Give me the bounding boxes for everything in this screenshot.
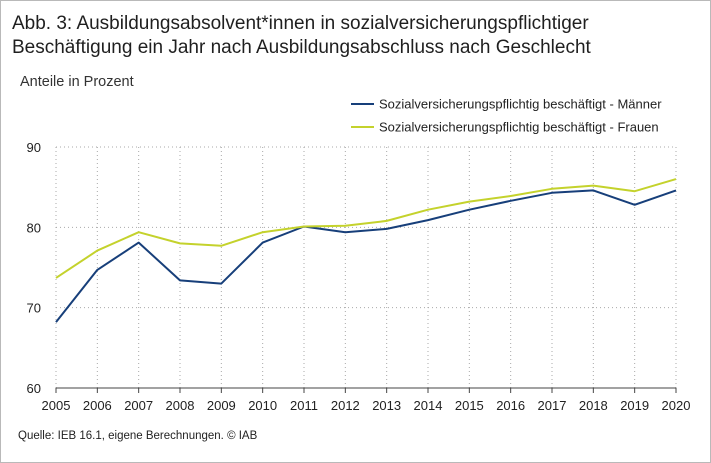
x-tick-label: 2006 — [83, 398, 112, 413]
x-tick-label: 2008 — [166, 398, 195, 413]
x-tick-label: 2015 — [455, 398, 484, 413]
series-line-0 — [55, 189, 677, 323]
x-tick-label: 2013 — [372, 398, 401, 413]
x-tick-label: 2017 — [538, 398, 567, 413]
y-axis-labels: 60 70 80 90 — [27, 140, 41, 396]
x-tick-label: 2007 — [124, 398, 153, 413]
x-tick-label: 2019 — [620, 398, 649, 413]
x-tick-label: 2011 — [290, 398, 318, 413]
y-tick-label: 90 — [27, 140, 41, 155]
series-lines — [55, 178, 677, 323]
x-tick-label: 2010 — [248, 398, 277, 413]
source-note: Quelle: IEB 16.1, eigene Berechnungen. ©… — [18, 430, 258, 442]
x-axis — [55, 387, 677, 393]
legend-label-1: Sozialversicherungspflichtig beschäftigt… — [379, 120, 659, 135]
y-tick-label: 60 — [27, 381, 41, 396]
x-tick-label: 2020 — [662, 398, 691, 413]
chart-subtitle: Anteile in Prozent — [20, 74, 134, 90]
x-tick-label: 2012 — [331, 398, 360, 413]
x-tick-label: 2005 — [42, 398, 71, 413]
legend-label-0: Sozialversicherungspflichtig beschäftigt… — [379, 97, 662, 112]
series-line-1 — [55, 178, 677, 279]
x-axis-labels: 2005 2006 2007 2008 2009 2010 2011 2012 2013 2014… — [42, 398, 691, 413]
legend: Sozialversicherungspflichtig beschäftigt… — [351, 97, 662, 135]
chart-title: Abb. 3: Ausbildungsabsolvent*innen in so… — [12, 13, 591, 58]
gridlines — [55, 146, 677, 388]
y-tick-label: 80 — [27, 220, 41, 235]
x-tick-label: 2018 — [579, 398, 608, 413]
x-tick-label: 2016 — [496, 398, 525, 413]
x-tick-label: 2014 — [414, 398, 443, 413]
y-tick-label: 70 — [27, 301, 41, 316]
x-tick-label: 2009 — [207, 398, 236, 413]
